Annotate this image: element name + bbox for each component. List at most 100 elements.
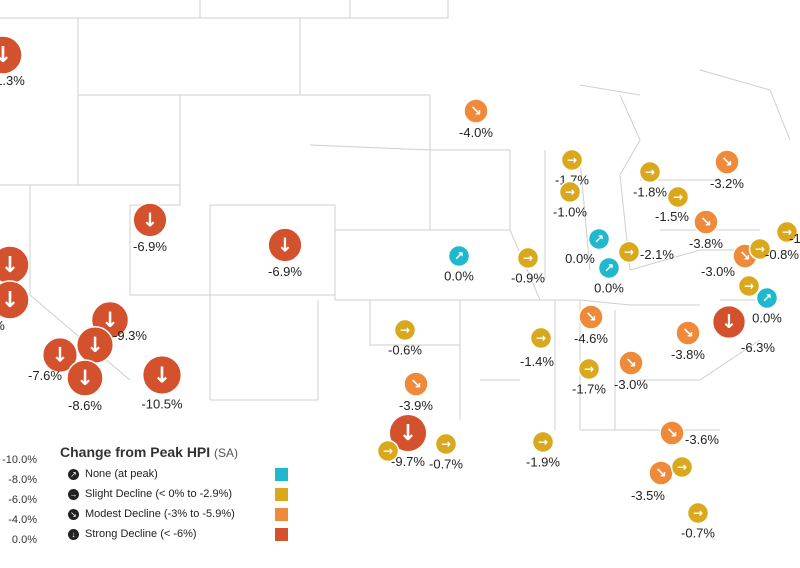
marker-circle: [711, 304, 747, 340]
legend-item-none: ↗ None (at peak): [60, 464, 300, 484]
arrow-icon: →: [536, 331, 546, 345]
arrow-icon: ↘: [666, 426, 678, 442]
marker-value-label: -10.5%: [141, 396, 183, 411]
arrow-down-right-icon: ↘: [68, 508, 79, 520]
arrow-icon: →: [383, 444, 393, 458]
map-marker: ↗ 0.0%: [752, 286, 782, 326]
marker-value-label: -0.6%: [388, 343, 422, 358]
marker-value-label: -7.6%: [28, 368, 62, 383]
marker-value-label: -3.9%: [399, 398, 433, 413]
marker-circle: [447, 244, 471, 268]
map-marker: ↓ -6.3%: [711, 304, 775, 355]
marker-value-label: 0.0%: [752, 311, 782, 326]
marker-circle: [675, 320, 701, 346]
map-marker: ↓: [0, 245, 30, 285]
map-marker: →: [376, 439, 400, 463]
arrow-icon: ↓: [142, 209, 158, 231]
legend-title-suffix: (SA): [214, 446, 239, 460]
arrow-icon: ↓: [1, 253, 19, 278]
legend-title-text: Change from Peak HPI: [60, 444, 211, 460]
marker-value-label: -4.0%: [459, 125, 493, 140]
arrow-icon: ↘: [625, 356, 637, 372]
map-marker: ↗ 0.0%: [594, 256, 624, 296]
marker-value-label: -1.9%: [526, 455, 560, 470]
arrow-icon: ↘: [682, 326, 694, 342]
map-marker: ↓ 1.3%: [0, 35, 25, 88]
map-marker: ↘ -3.5%: [631, 460, 674, 503]
marker-circle: [597, 256, 621, 280]
scale-label: -4.0%: [8, 514, 37, 526]
marker-circle: [66, 359, 104, 397]
arrow-icon: ↓: [399, 421, 417, 446]
marker-circle: [0, 35, 23, 75]
scale-label: -8.0%: [8, 474, 37, 486]
arrow-icon: →: [523, 251, 533, 265]
map-marker: →-1.7%: [555, 148, 589, 188]
marker-value-label: -4.6%: [574, 331, 608, 346]
marker-circle: [516, 246, 540, 270]
legend-swatch: [275, 468, 288, 481]
marker-circle: [393, 318, 417, 342]
marker-value-label: 0.0%: [594, 281, 624, 296]
marker-circle: [693, 209, 719, 235]
map-marker: ↘ -3.2%: [710, 149, 744, 191]
map-marker: → -1.4%: [520, 326, 554, 369]
arrow-icon: →: [624, 245, 634, 259]
marker-circle: [737, 274, 761, 298]
marker-value-label: -1.7%: [572, 382, 606, 397]
arrow-icon: ↓: [1, 288, 19, 313]
legend-label: None (at peak): [85, 468, 158, 480]
map-marker: ↓ -6.9%: [132, 202, 168, 254]
map-marker: ↘ -4.0%: [459, 98, 493, 140]
marker-value-label: -3.2%: [710, 176, 744, 191]
marker-value-label: -1.5%: [655, 209, 689, 224]
arrow-icon: ↘: [700, 215, 712, 231]
legend-item-strong: ↓ Strong Decline (< -6%): [60, 524, 300, 544]
map-marker: ↘ -3.6%: [659, 420, 719, 447]
map-marker: → -1.7%: [572, 357, 606, 397]
marker-circle: [529, 326, 553, 350]
arrow-icon: →: [584, 362, 594, 376]
legend-swatch: [275, 528, 288, 541]
legend-title: Change from Peak HPI (SA): [60, 444, 300, 460]
arrow-up-right-icon: ↗: [68, 468, 79, 480]
arrow-icon: ↗: [594, 232, 604, 246]
arrow-icon: ↗: [762, 291, 772, 305]
arrow-icon: ↓: [86, 333, 104, 357]
marker-circle: [463, 98, 489, 124]
marker-circle: [666, 185, 690, 209]
map-marker: → -1.8%: [633, 160, 667, 200]
arrow-icon: ↘: [470, 104, 482, 120]
arrow-icon: →: [677, 460, 687, 474]
marker-circle: [0, 280, 30, 320]
marker-value-label: -0.7%: [681, 526, 715, 541]
scale-label: 0.0%: [11, 534, 37, 546]
arrow-icon: →: [755, 242, 765, 256]
marker-circle: [638, 160, 662, 184]
marker-circle: [578, 304, 604, 330]
scale-label: -6.0%: [8, 494, 37, 506]
marker-circle: [560, 148, 584, 172]
map-marker: ↗ 0.0%: [444, 244, 474, 284]
map-marker: →-1: [775, 220, 800, 246]
marker-circle: [617, 240, 641, 264]
map-marker: →: [670, 455, 694, 479]
arrow-icon: →: [782, 225, 792, 239]
arrow-icon: →: [673, 190, 683, 204]
marker-value-label: -3.0%: [614, 377, 648, 392]
map-marker: → -0.8%: [748, 237, 799, 262]
marker-circle: [748, 237, 772, 261]
map-marker: →: [737, 274, 761, 298]
marker-value-label: -1.0%: [553, 205, 587, 220]
arrow-icon: →: [400, 323, 410, 337]
marker-circle: [141, 354, 183, 396]
marker-circle: [558, 180, 582, 204]
marker-circle: [659, 420, 685, 446]
marker-value-label: -9.7%: [391, 454, 425, 469]
arrow-icon: ↓: [721, 311, 737, 333]
marker-value-label: -1.4%: [520, 354, 554, 369]
marker-value-label: -6.9%: [133, 239, 167, 254]
arrow-icon: →: [567, 153, 577, 167]
marker-circle: [41, 336, 79, 374]
marker-value-label: -3.8%: [689, 236, 723, 251]
